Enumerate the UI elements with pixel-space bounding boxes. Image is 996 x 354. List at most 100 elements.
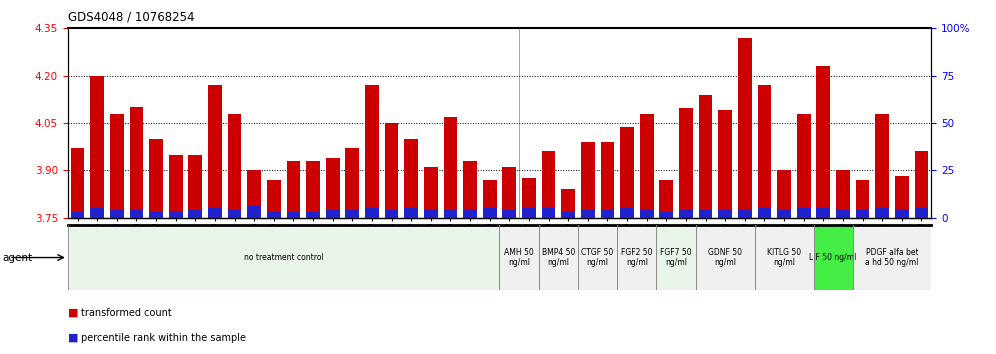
Bar: [581, 142, 595, 218]
Bar: [542, 152, 556, 218]
Bar: [853, 225, 931, 290]
Bar: [384, 210, 398, 218]
Bar: [542, 208, 556, 218]
Bar: [817, 208, 831, 218]
Text: agent: agent: [2, 252, 32, 263]
Bar: [366, 208, 378, 218]
Bar: [463, 161, 477, 218]
Bar: [522, 178, 536, 218]
Bar: [267, 180, 281, 218]
Bar: [836, 170, 850, 218]
Bar: [755, 225, 814, 290]
Bar: [601, 210, 615, 218]
Bar: [914, 152, 928, 218]
Bar: [326, 158, 340, 218]
Text: ■: ■: [68, 308, 79, 318]
Bar: [483, 208, 497, 218]
Bar: [699, 95, 712, 218]
Bar: [208, 208, 222, 218]
Text: GDNF 50
ng/ml: GDNF 50 ng/ml: [708, 248, 742, 267]
Bar: [639, 210, 653, 218]
Bar: [463, 210, 477, 218]
Text: ■: ■: [68, 333, 79, 343]
Bar: [895, 210, 908, 218]
Bar: [656, 225, 696, 290]
Bar: [129, 107, 143, 218]
Bar: [696, 225, 755, 290]
Bar: [443, 210, 457, 218]
Bar: [149, 212, 163, 218]
Bar: [110, 210, 124, 218]
Bar: [287, 161, 300, 218]
Text: transformed count: transformed count: [81, 308, 171, 318]
Bar: [168, 212, 182, 218]
Bar: [129, 210, 143, 218]
Bar: [718, 210, 732, 218]
Bar: [679, 210, 693, 218]
Bar: [914, 208, 928, 218]
Bar: [581, 210, 595, 218]
Text: BMP4 50
ng/ml: BMP4 50 ng/ml: [542, 248, 575, 267]
Bar: [68, 225, 500, 290]
Bar: [404, 139, 418, 218]
Bar: [424, 167, 437, 218]
Bar: [188, 155, 202, 218]
Bar: [188, 210, 202, 218]
Bar: [895, 176, 908, 218]
Bar: [718, 110, 732, 218]
Bar: [738, 38, 752, 218]
Bar: [91, 76, 104, 218]
Bar: [817, 66, 831, 218]
Bar: [522, 208, 536, 218]
Text: percentile rank within the sample: percentile rank within the sample: [81, 333, 246, 343]
Text: GDS4048 / 10768254: GDS4048 / 10768254: [68, 11, 194, 24]
Bar: [306, 212, 320, 218]
Bar: [856, 180, 870, 218]
Bar: [601, 142, 615, 218]
Bar: [71, 148, 85, 218]
Bar: [91, 208, 104, 218]
Bar: [366, 85, 378, 218]
Bar: [71, 212, 85, 218]
Bar: [777, 210, 791, 218]
Bar: [228, 210, 241, 218]
Bar: [679, 108, 693, 218]
Text: LIF 50 ng/ml: LIF 50 ng/ml: [810, 253, 857, 262]
Bar: [346, 210, 360, 218]
Bar: [228, 114, 241, 218]
Bar: [287, 212, 300, 218]
Bar: [247, 206, 261, 218]
Bar: [659, 212, 673, 218]
Bar: [814, 225, 853, 290]
Text: FGF7 50
ng/ml: FGF7 50 ng/ml: [660, 248, 692, 267]
Text: AMH 50
ng/ml: AMH 50 ng/ml: [504, 248, 534, 267]
Bar: [856, 210, 870, 218]
Bar: [247, 170, 261, 218]
Bar: [738, 210, 752, 218]
Bar: [443, 117, 457, 218]
Bar: [797, 114, 811, 218]
Bar: [639, 114, 653, 218]
Text: FGF2 50
ng/ml: FGF2 50 ng/ml: [622, 248, 652, 267]
Bar: [758, 208, 771, 218]
Bar: [836, 210, 850, 218]
Bar: [168, 155, 182, 218]
Bar: [758, 85, 771, 218]
Bar: [659, 180, 673, 218]
Bar: [404, 208, 418, 218]
Bar: [424, 210, 437, 218]
Bar: [699, 210, 712, 218]
Bar: [326, 210, 340, 218]
Bar: [797, 208, 811, 218]
Bar: [875, 114, 889, 218]
Bar: [502, 210, 516, 218]
Bar: [346, 148, 360, 218]
Bar: [500, 225, 539, 290]
Bar: [562, 189, 575, 218]
Bar: [267, 212, 281, 218]
Text: CTGF 50
ng/ml: CTGF 50 ng/ml: [582, 248, 614, 267]
Bar: [306, 161, 320, 218]
Bar: [110, 114, 124, 218]
Bar: [618, 225, 656, 290]
Bar: [149, 139, 163, 218]
